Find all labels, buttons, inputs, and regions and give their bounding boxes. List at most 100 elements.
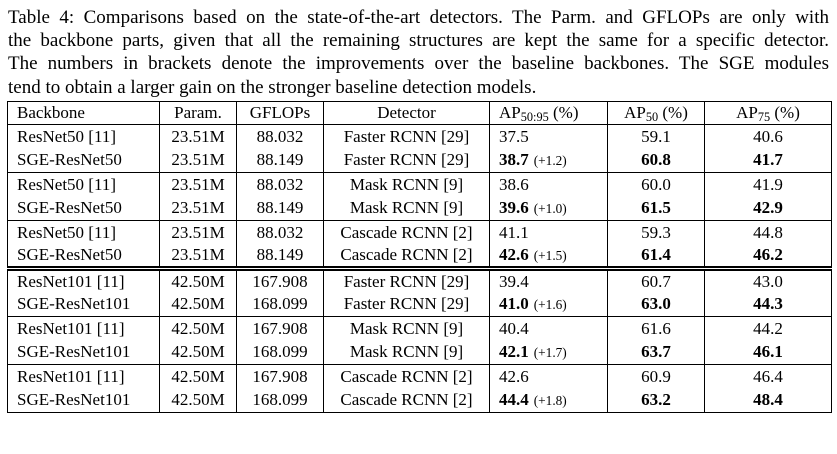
cell-ap75: 41.9 bbox=[704, 172, 832, 197]
ap-label: AP bbox=[624, 102, 646, 122]
cell-gflops: 88.149 bbox=[236, 148, 324, 173]
ap-value: 42.6 bbox=[499, 366, 529, 386]
cell-gflops: 168.099 bbox=[236, 340, 324, 365]
cell-backbone: SGE-ResNet101 bbox=[7, 340, 160, 365]
cell-param: 42.50M bbox=[159, 268, 237, 293]
ap-value: 38.6 bbox=[499, 174, 529, 194]
cell-ap5095: 37.5 bbox=[489, 124, 608, 149]
ap-value: 42.6 bbox=[499, 245, 529, 264]
ap-value: 42.1 bbox=[499, 342, 529, 361]
ap-value: 37.5 bbox=[499, 126, 529, 146]
cell-param: 42.50M bbox=[159, 316, 237, 341]
ap-subscript: 50:95 bbox=[520, 109, 549, 124]
ap-improvement: (+1.6) bbox=[533, 297, 567, 312]
cell-detector: Faster RCNN [29] bbox=[323, 292, 490, 317]
cell-param: 23.51M bbox=[159, 124, 237, 149]
ap-value: 39.6 bbox=[499, 198, 529, 217]
table-header: Backbone Param. GFLOPs Detector AP50:95 … bbox=[7, 101, 832, 125]
table-row: SGE-ResNet101 42.50M 168.099 Mask RCNN [… bbox=[7, 340, 832, 365]
cell-ap75: 46.1 bbox=[704, 340, 832, 365]
cell-detector: Cascade RCNN [2] bbox=[323, 388, 490, 413]
cell-ap50: 59.1 bbox=[607, 124, 705, 149]
cell-detector: Faster RCNN [29] bbox=[323, 124, 490, 149]
ap-value: 41.1 bbox=[499, 222, 529, 242]
cell-ap5095: 42.1 (+1.7) bbox=[489, 340, 608, 365]
cell-gflops: 88.149 bbox=[236, 196, 324, 221]
cell-ap50: 60.0 bbox=[607, 172, 705, 197]
col-header-ap50: AP50 (%) bbox=[607, 101, 705, 125]
col-header-backbone: Backbone bbox=[7, 101, 160, 125]
cell-ap5095: 40.4 bbox=[489, 316, 608, 341]
ap-subscript: 75 bbox=[757, 109, 771, 124]
cell-param: 42.50M bbox=[159, 388, 237, 413]
cell-ap75: 42.9 bbox=[704, 196, 832, 221]
table-row: SGE-ResNet50 23.51M 88.149 Cascade RCNN … bbox=[7, 244, 832, 269]
cell-ap75: 44.2 bbox=[704, 316, 832, 341]
results-table: Backbone Param. GFLOPs Detector AP50:95 … bbox=[7, 100, 832, 413]
col-header-gflops: GFLOPs bbox=[236, 101, 324, 125]
cell-backbone: SGE-ResNet50 bbox=[7, 244, 160, 269]
cell-ap5095: 42.6 bbox=[489, 364, 608, 389]
col-header-ap5095: AP50:95 (%) bbox=[489, 101, 608, 125]
cell-ap75: 46.2 bbox=[704, 244, 832, 269]
col-header-param: Param. bbox=[159, 101, 237, 125]
cell-param: 23.51M bbox=[159, 196, 237, 221]
cell-ap50: 60.8 bbox=[607, 148, 705, 173]
caption-line-3: The numbers in brackets denote the impro… bbox=[8, 53, 829, 75]
header-row: Backbone Param. GFLOPs Detector AP50:95 … bbox=[7, 101, 832, 125]
cell-detector: Cascade RCNN [2] bbox=[323, 220, 490, 245]
cell-gflops: 167.908 bbox=[236, 364, 324, 389]
cell-gflops: 88.149 bbox=[236, 244, 324, 269]
caption-line-2: the backbone parts, given that all the r… bbox=[8, 30, 829, 52]
ap-value: 39.4 bbox=[499, 271, 529, 291]
table-row: ResNet101 [11] 42.50M 167.908 Cascade RC… bbox=[7, 364, 832, 389]
table-row: ResNet50 [11] 23.51M 88.032 Mask RCNN [9… bbox=[7, 172, 832, 197]
cell-gflops: 167.908 bbox=[236, 268, 324, 293]
cell-ap5095: 41.0 (+1.6) bbox=[489, 292, 608, 317]
cell-ap75: 44.3 bbox=[704, 292, 832, 317]
percent-label: (%) bbox=[770, 102, 800, 122]
ap-label: AP bbox=[736, 102, 758, 122]
cell-ap75: 43.0 bbox=[704, 268, 832, 293]
cell-gflops: 168.099 bbox=[236, 388, 324, 413]
caption-line-1: Table 4: Comparisons based on the state-… bbox=[8, 7, 829, 28]
cell-ap75: 48.4 bbox=[704, 388, 832, 413]
table-row: ResNet50 [11] 23.51M 88.032 Faster RCNN … bbox=[7, 124, 832, 149]
cell-param: 23.51M bbox=[159, 148, 237, 173]
cell-backbone: ResNet50 [11] bbox=[7, 220, 160, 245]
cell-param: 42.50M bbox=[159, 340, 237, 365]
cell-ap50: 60.9 bbox=[607, 364, 705, 389]
cell-ap5095: 42.6 (+1.5) bbox=[489, 244, 608, 269]
ap-value: 38.7 bbox=[499, 150, 529, 169]
ap-improvement: (+1.5) bbox=[533, 248, 567, 263]
cell-ap50: 63.2 bbox=[607, 388, 705, 413]
cell-detector: Mask RCNN [9] bbox=[323, 316, 490, 341]
cell-backbone: SGE-ResNet50 bbox=[7, 148, 160, 173]
cell-ap75: 41.7 bbox=[704, 148, 832, 173]
cell-detector: Cascade RCNN [2] bbox=[323, 244, 490, 269]
cell-detector: Mask RCNN [9] bbox=[323, 340, 490, 365]
ap-improvement: (+1.8) bbox=[533, 393, 567, 408]
cell-detector: Cascade RCNN [2] bbox=[323, 364, 490, 389]
cell-ap50: 60.7 bbox=[607, 268, 705, 293]
cell-ap50: 61.5 bbox=[607, 196, 705, 221]
table-row: ResNet101 [11] 42.50M 167.908 Mask RCNN … bbox=[7, 316, 832, 341]
ap-improvement: (+1.0) bbox=[533, 201, 567, 216]
cell-ap75: 44.8 bbox=[704, 220, 832, 245]
ap-value: 41.0 bbox=[499, 294, 529, 313]
caption-line-4: tend to obtain a larger gain on the stro… bbox=[8, 76, 537, 98]
cell-backbone: SGE-ResNet101 bbox=[7, 388, 160, 413]
cell-gflops: 88.032 bbox=[236, 124, 324, 149]
cell-param: 23.51M bbox=[159, 172, 237, 197]
cell-gflops: 88.032 bbox=[236, 172, 324, 197]
cell-param: 42.50M bbox=[159, 292, 237, 317]
cell-detector: Mask RCNN [9] bbox=[323, 172, 490, 197]
cell-backbone: SGE-ResNet50 bbox=[7, 196, 160, 221]
cell-ap50: 63.0 bbox=[607, 292, 705, 317]
cell-gflops: 168.099 bbox=[236, 292, 324, 317]
table-row: SGE-ResNet50 23.51M 88.149 Faster RCNN [… bbox=[7, 148, 832, 173]
cell-backbone: ResNet50 [11] bbox=[7, 124, 160, 149]
ap-label: AP bbox=[499, 102, 521, 122]
col-header-detector: Detector bbox=[323, 101, 490, 125]
